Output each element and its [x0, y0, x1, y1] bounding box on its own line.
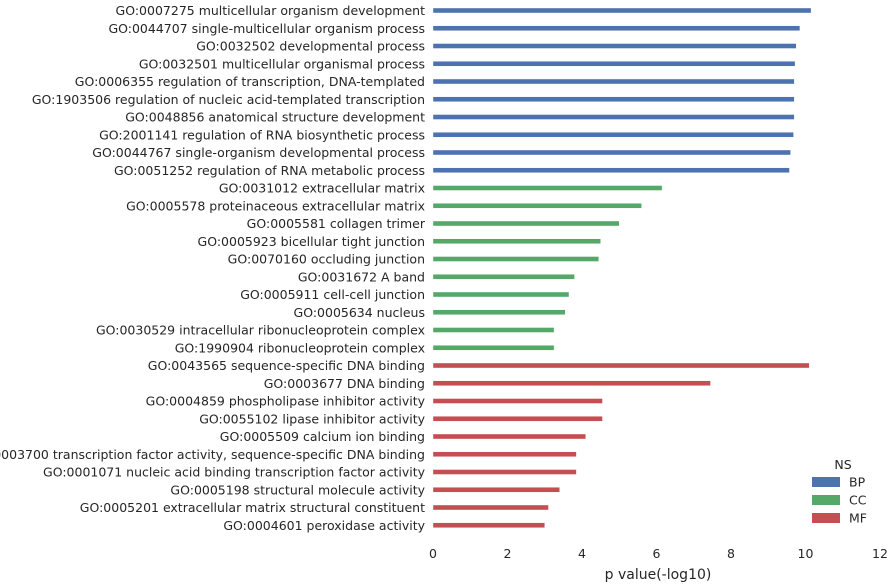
bar-cc: [432, 274, 575, 280]
bar-mf: [432, 433, 586, 440]
bar-mf: [432, 398, 603, 404]
x-axis: 0 2 4 6 8 10 12 p value(-log10): [429, 546, 888, 583]
bar-bp: [432, 25, 801, 31]
category-label: GO:0048856 anatomical structure developm…: [125, 110, 425, 125]
category-label: GO:0032502 developmental process: [196, 39, 425, 54]
x-tick-label: 6: [653, 546, 661, 561]
category-labels: GO:0007275 multicellular organism develo…: [0, 3, 426, 533]
x-tick-labels: 0 2 4 6 8 10 12: [429, 546, 888, 561]
category-label: GO:1903506 regulation of nucleic acid-te…: [32, 92, 425, 107]
bar-cc: [432, 220, 620, 227]
bar-mf: [432, 487, 560, 493]
bar-cc: [432, 185, 663, 191]
bar-cc: [432, 327, 555, 333]
category-label: GO:0044767 single-organism developmental…: [92, 145, 425, 160]
category-label: GO:2001141 regulation of RNA biosyntheti…: [99, 127, 425, 142]
bar-cc: [432, 238, 601, 244]
bar-bp: [432, 114, 795, 120]
category-label: GO:0003677 DNA binding: [264, 376, 425, 391]
bar-bp: [432, 96, 795, 102]
legend-label-mf: MF: [849, 511, 867, 526]
category-label: GO:0005198 structural molecule activity: [170, 482, 425, 497]
bar-mf: [432, 522, 545, 528]
category-label: GO:0001071 nucleic acid binding transcri…: [43, 465, 426, 480]
bar-bp: [432, 7, 812, 14]
bar-bp: [432, 43, 797, 49]
bars-layer: [432, 7, 812, 528]
category-label: GO:0005509 calcium ion binding: [220, 429, 425, 444]
category-label: GO:0003700 transcription factor activity…: [0, 447, 425, 462]
x-tick-label: 8: [727, 546, 735, 561]
bar-bp: [432, 78, 795, 85]
legend-title: NS: [834, 457, 851, 472]
x-tick-label: 10: [798, 546, 814, 561]
bar-cc: [432, 345, 555, 351]
category-label: GO:0005201 extracellular matrix structur…: [80, 500, 425, 515]
bar-mf: [432, 504, 549, 511]
bar-bp: [432, 61, 796, 67]
legend-swatch-cc: [812, 495, 840, 505]
category-label: GO:0031012 extracellular matrix: [219, 181, 425, 196]
bar-bp: [432, 132, 794, 138]
bar-cc: [432, 291, 570, 298]
bar-mf: [432, 362, 810, 369]
x-tick-label: 2: [504, 546, 512, 561]
category-label: GO:0007275 multicellular organism develo…: [116, 3, 426, 18]
category-label: GO:0032501 multicellular organismal proc…: [139, 56, 425, 71]
bar-mf: [432, 380, 711, 386]
legend-label-cc: CC: [849, 493, 867, 508]
category-label: GO:0070160 occluding junction: [228, 252, 425, 267]
x-axis-title: p value(-log10): [605, 567, 712, 583]
bar-bp: [432, 167, 790, 173]
bar-cc: [432, 309, 566, 315]
category-label: GO:0043565 sequence-specific DNA binding: [148, 358, 425, 373]
bar-mf: [432, 451, 577, 457]
category-label: GO:0005578 proteinaceous extracellular m…: [126, 198, 425, 213]
bar-mf: [432, 469, 577, 475]
category-label: GO:0005911 cell-cell junction: [240, 287, 425, 302]
bar-cc: [432, 203, 642, 209]
category-label: GO:0006355 regulation of transcription, …: [75, 74, 425, 89]
legend-items: BP CC MF: [812, 475, 867, 526]
category-label: GO:0005923 bicellular tight junction: [198, 234, 425, 249]
legend: NS BP CC MF: [812, 457, 867, 526]
x-tick-label: 12: [872, 546, 888, 561]
category-label: GO:1990904 ribonucleoprotein complex: [175, 340, 425, 355]
legend-swatch-bp: [812, 477, 840, 487]
category-label: GO:0051252 regulation of RNA metabolic p…: [114, 163, 425, 178]
category-label: GO:0030529 intracellular ribonucleoprote…: [96, 323, 425, 338]
x-tick-label: 0: [429, 546, 437, 561]
bar-mf: [432, 416, 603, 422]
category-label: GO:0031672 A band: [298, 269, 425, 284]
legend-swatch-mf: [812, 513, 840, 523]
x-tick-label: 4: [578, 546, 586, 561]
bar-bp: [432, 149, 791, 156]
category-label: GO:0044707 single-multicellular organism…: [108, 21, 425, 36]
category-label: GO:0004601 peroxidase activity: [223, 518, 425, 533]
category-label: GO:0004859 phospholipase inhibitor activ…: [146, 394, 426, 409]
category-label: GO:0005581 collagen trimer: [247, 216, 426, 231]
bar-cc: [432, 256, 599, 262]
category-label: GO:0055102 lipase inhibitor activity: [199, 411, 425, 426]
legend-label-bp: BP: [849, 475, 866, 490]
category-label: GO:0005634 nucleus: [294, 305, 425, 320]
